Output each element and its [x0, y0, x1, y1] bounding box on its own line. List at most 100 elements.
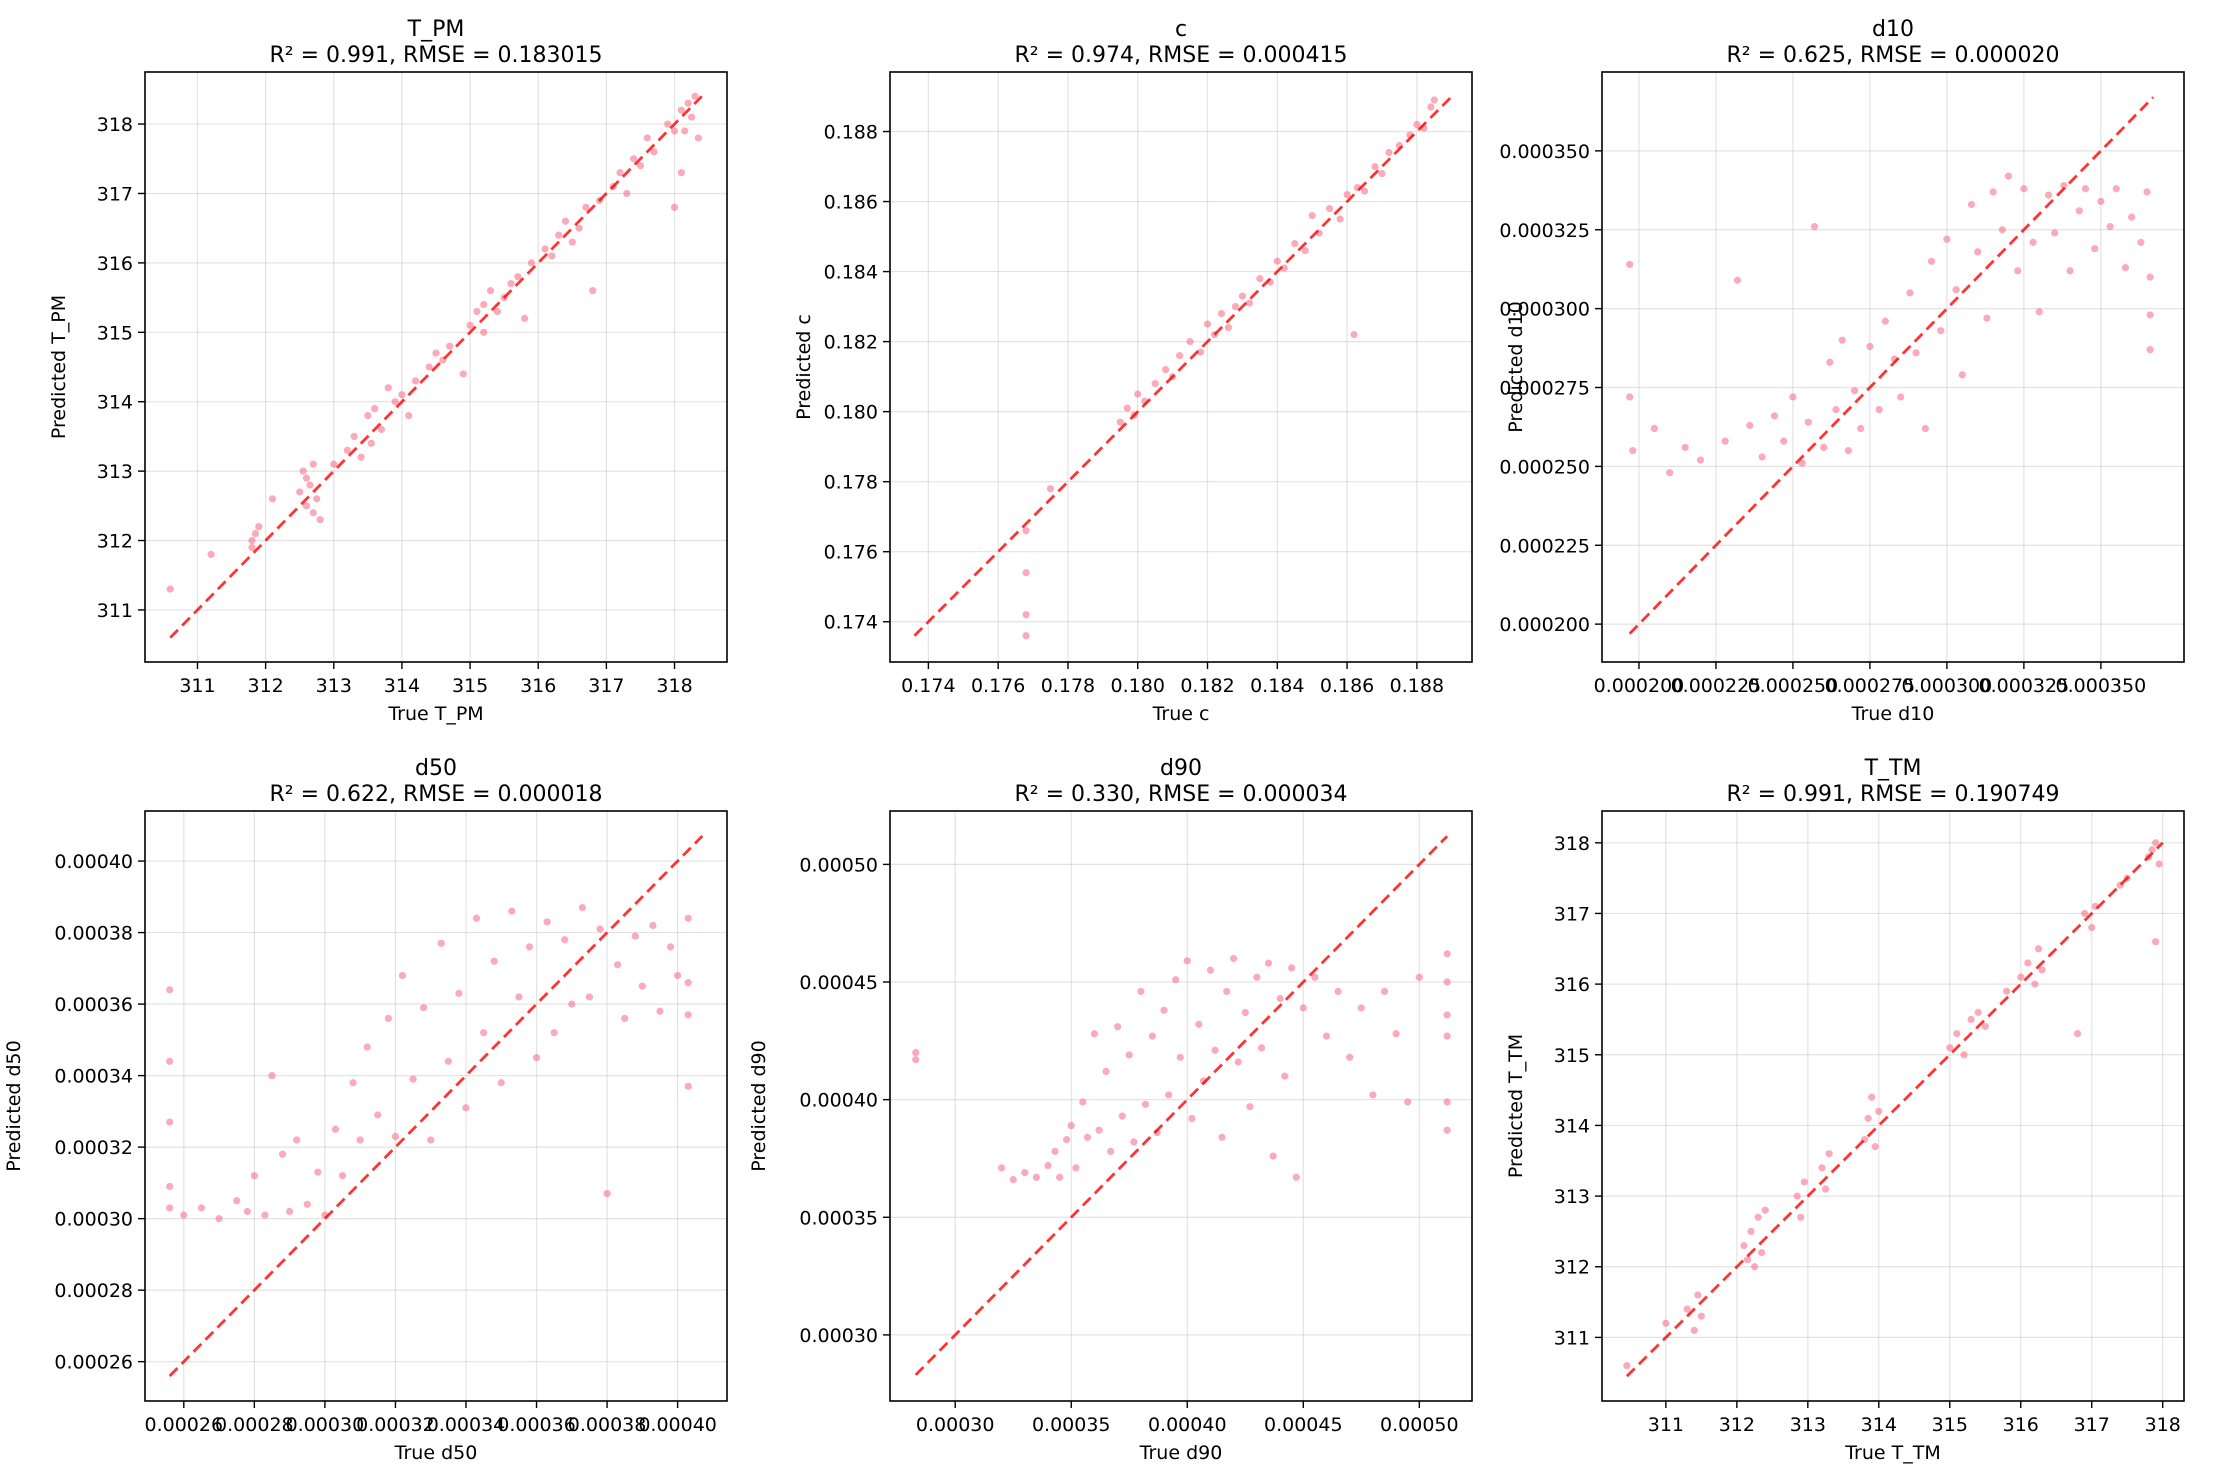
data-point — [1234, 1058, 1242, 1066]
x-tick-label: 0.176 — [971, 675, 1025, 697]
data-point — [1196, 348, 1205, 356]
axes-frame — [889, 71, 1473, 663]
data-point — [666, 943, 675, 951]
data-point — [2044, 191, 2053, 199]
data-point — [1758, 1249, 1766, 1257]
x-tick-label: 0.00038 — [568, 1414, 647, 1436]
data-point — [2031, 980, 2039, 988]
y-tick-label: 0.00026 — [54, 1352, 133, 1374]
data-point — [1989, 188, 1997, 196]
x-tick-label: 0.000200 — [1594, 675, 1685, 697]
data-point — [251, 529, 260, 538]
data-point — [2024, 959, 2032, 967]
data-point — [631, 932, 639, 940]
x-tick-label: 0.00040 — [638, 1414, 717, 1436]
data-point — [603, 1190, 611, 1198]
data-point — [1360, 187, 1369, 195]
x-tick-label: 314 — [384, 675, 420, 697]
data-point — [1810, 222, 1819, 231]
data-point — [1273, 257, 1281, 265]
data-point — [550, 1029, 558, 1037]
data-point — [367, 439, 375, 447]
data-point — [638, 982, 646, 990]
data-point — [286, 1207, 294, 1216]
x-tick-label: 0.000350 — [2056, 675, 2147, 697]
data-point — [1443, 1032, 1451, 1040]
data-point — [338, 1172, 347, 1180]
data-point — [405, 411, 413, 420]
y-tick-label: 0.00038 — [54, 923, 133, 945]
data-point — [309, 509, 317, 517]
x-axis-label: True d50 — [394, 1442, 478, 1464]
data-point — [462, 1104, 470, 1112]
data-point — [1288, 964, 1296, 972]
data-point — [384, 1014, 392, 1022]
y-tick-label: 0.000225 — [1499, 535, 1590, 557]
data-point — [1761, 1206, 1769, 1214]
data-point — [466, 321, 474, 329]
data-point — [490, 957, 498, 965]
data-point — [349, 1079, 357, 1087]
data-point — [374, 1111, 382, 1119]
data-point — [548, 252, 556, 260]
data-point — [391, 398, 399, 406]
y-tick-label: 315 — [97, 322, 133, 344]
y-tick-label: 318 — [1554, 833, 1590, 855]
data-point — [1334, 987, 1342, 996]
data-point — [1062, 1136, 1071, 1144]
data-point — [1857, 424, 1865, 433]
data-point — [681, 127, 689, 135]
x-tick-label: 314 — [1861, 1414, 1897, 1436]
data-point — [363, 1043, 371, 1051]
data-point — [420, 1004, 428, 1012]
y-tick-label: 0.000200 — [1499, 614, 1590, 636]
data-point — [1172, 976, 1180, 984]
y-tick-label: 0.00050 — [799, 854, 878, 876]
y-axis-label: Predicted d50 — [3, 1040, 25, 1171]
data-point — [578, 903, 586, 912]
data-point — [1183, 957, 1191, 965]
data-point — [2034, 945, 2043, 953]
data-point — [1022, 569, 1030, 577]
subplot-c: 0.174 0.176 0.178 0.180 0.182 0.184 0.186 0.188… — [793, 17, 1473, 725]
data-point — [2020, 185, 2028, 193]
data-point — [1800, 1178, 1808, 1186]
x-axis-label: True T_PM — [387, 703, 483, 725]
data-point — [1746, 421, 1754, 429]
data-point — [1415, 973, 1423, 981]
data-point — [2081, 185, 2090, 193]
data-point — [268, 1072, 276, 1080]
data-point — [1443, 950, 1451, 958]
data-point — [437, 939, 445, 947]
data-point — [2004, 172, 2013, 180]
data-point — [582, 203, 590, 211]
x-tick-label: 0.000250 — [1748, 675, 1839, 697]
subplot-title: d10 — [1872, 17, 1914, 42]
data-point — [1937, 327, 1945, 335]
data-point — [656, 1007, 664, 1015]
data-point — [1770, 412, 1779, 420]
data-point — [1369, 1091, 1377, 1099]
y-tick-label: 314 — [97, 392, 133, 414]
data-point — [1336, 215, 1344, 223]
x-tick-label: 0.188 — [1390, 675, 1444, 697]
data-point — [455, 989, 463, 997]
data-point — [1974, 248, 1982, 256]
data-point — [1943, 235, 1951, 243]
x-tick-label: 312 — [247, 675, 283, 697]
data-point — [411, 377, 420, 385]
data-point — [261, 1211, 269, 1219]
x-tick-label: 0.00045 — [1264, 1414, 1343, 1436]
ideal-fit-line — [1625, 841, 2164, 1378]
data-point — [1051, 1147, 1059, 1156]
data-point — [1897, 393, 1905, 401]
data-point — [1346, 1053, 1354, 1061]
data-point — [1165, 1091, 1173, 1099]
data-point — [1868, 1093, 1876, 1101]
data-point — [1413, 120, 1421, 129]
subplot-metrics: R² = 0.991, RMSE = 0.183015 — [269, 43, 602, 68]
data-point — [1629, 447, 1637, 455]
data-point — [2014, 267, 2022, 275]
data-point — [1967, 200, 1976, 209]
data-point — [1148, 1032, 1157, 1040]
